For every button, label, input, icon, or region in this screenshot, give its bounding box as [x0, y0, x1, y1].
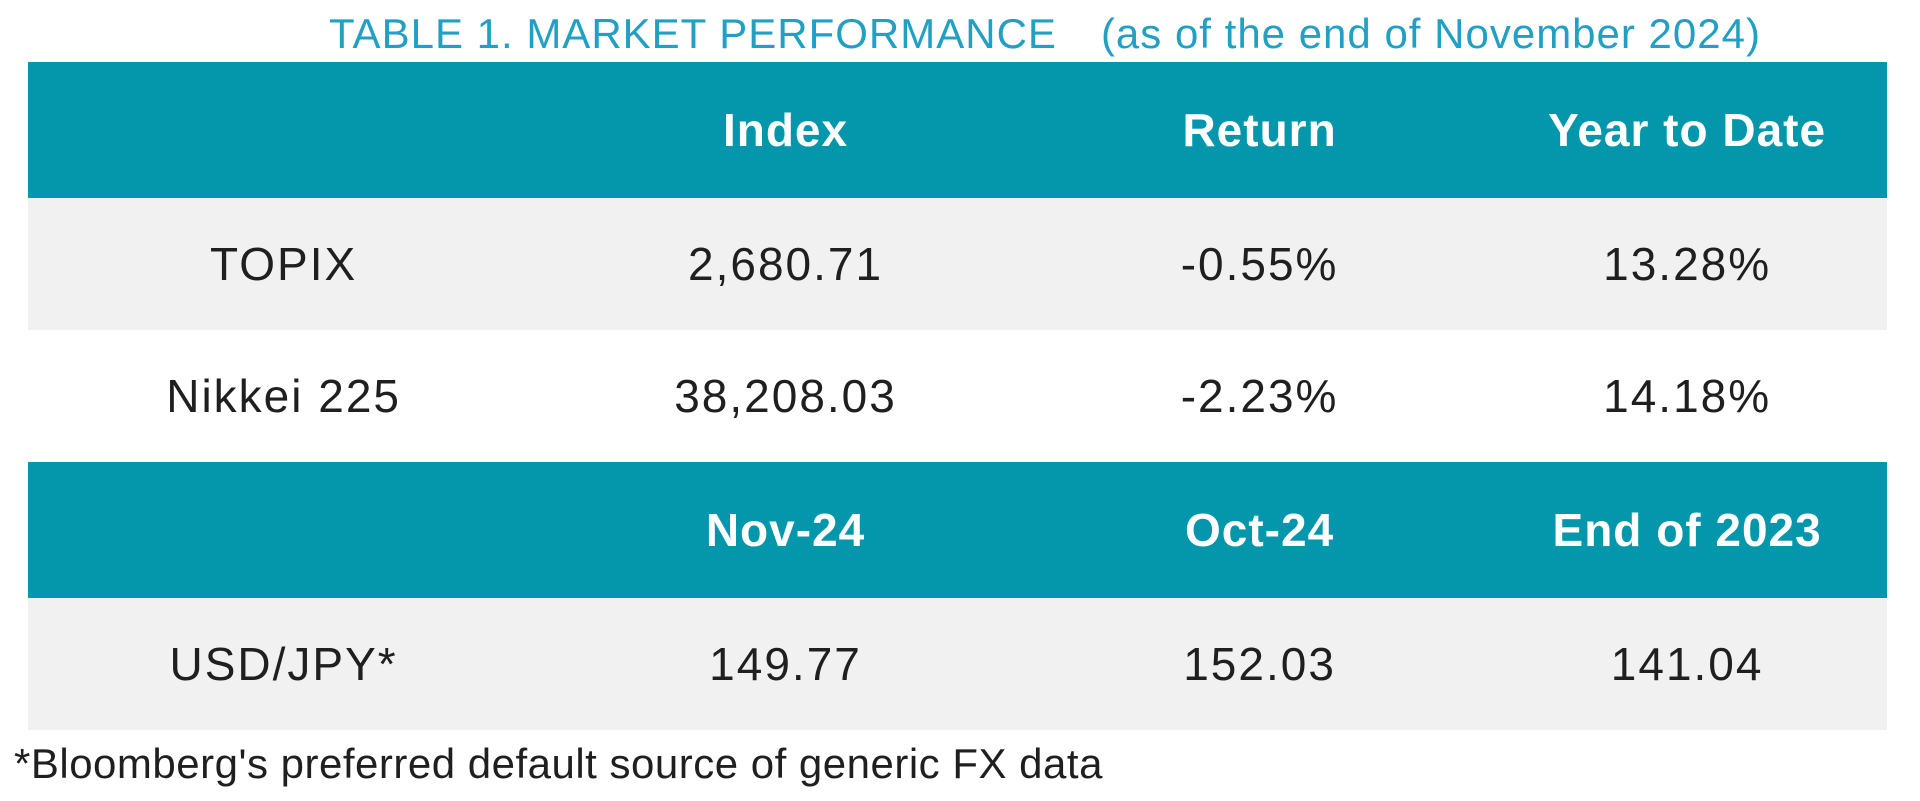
header-cell-return: Return — [1182, 104, 1337, 156]
row-label-nikkei-225: Nikkei 225 — [166, 370, 401, 422]
usdjpy-oct-24-value: 152.03 — [1183, 638, 1336, 690]
header-cell-blank-2 — [28, 462, 539, 598]
figure-title-qualifier: (as of the end of November 2024) — [1100, 10, 1761, 57]
row-label-topix: TOPIX — [210, 238, 358, 290]
market-performance-table: Index Return Year to Date TOPIX 2,680.71… — [28, 62, 1887, 730]
footnote: *Bloomberg's preferred default source of… — [14, 740, 1103, 787]
fx-header-row: Nov-24 Oct-24 End of 2023 — [28, 462, 1887, 598]
header-cell-index: Index — [722, 104, 849, 156]
usdjpy-end-2023-value: 141.04 — [1610, 638, 1764, 690]
header-cell-end-of-2023: End of 2023 — [1552, 504, 1822, 556]
figure-title: TABLE 1. MARKET PERFORMANCE (as of the e… — [170, 0, 1920, 60]
topix-ytd-value: 13.28% — [1603, 238, 1772, 290]
index-header-row: Index Return Year to Date — [28, 62, 1887, 198]
nikkei-return-value: -2.23% — [1180, 370, 1339, 422]
topix-index-value: 2,680.71 — [688, 238, 884, 290]
table-row-topix: TOPIX 2,680.71 -0.55% 13.28% — [28, 198, 1887, 330]
table-row-usd-jpy: USD/JPY* 149.77 152.03 141.04 — [28, 598, 1887, 730]
usdjpy-nov-24-value: 149.77 — [709, 638, 862, 690]
table-row-nikkei-225: Nikkei 225 38,208.03 -2.23% 14.18% — [28, 330, 1887, 462]
header-cell-nov-24: Nov-24 — [705, 504, 866, 556]
row-label-usd-jpy: USD/JPY* — [169, 638, 398, 690]
nikkei-index-value: 38,208.03 — [674, 370, 897, 422]
topix-return-value: -0.55% — [1180, 238, 1339, 290]
header-cell-oct-24: Oct-24 — [1184, 504, 1335, 556]
figure-title-main: TABLE 1. MARKET PERFORMANCE — [329, 10, 1057, 57]
header-cell-year-to-date: Year to Date — [1548, 104, 1827, 156]
header-cell-blank — [28, 62, 539, 198]
nikkei-ytd-value: 14.18% — [1603, 370, 1772, 422]
